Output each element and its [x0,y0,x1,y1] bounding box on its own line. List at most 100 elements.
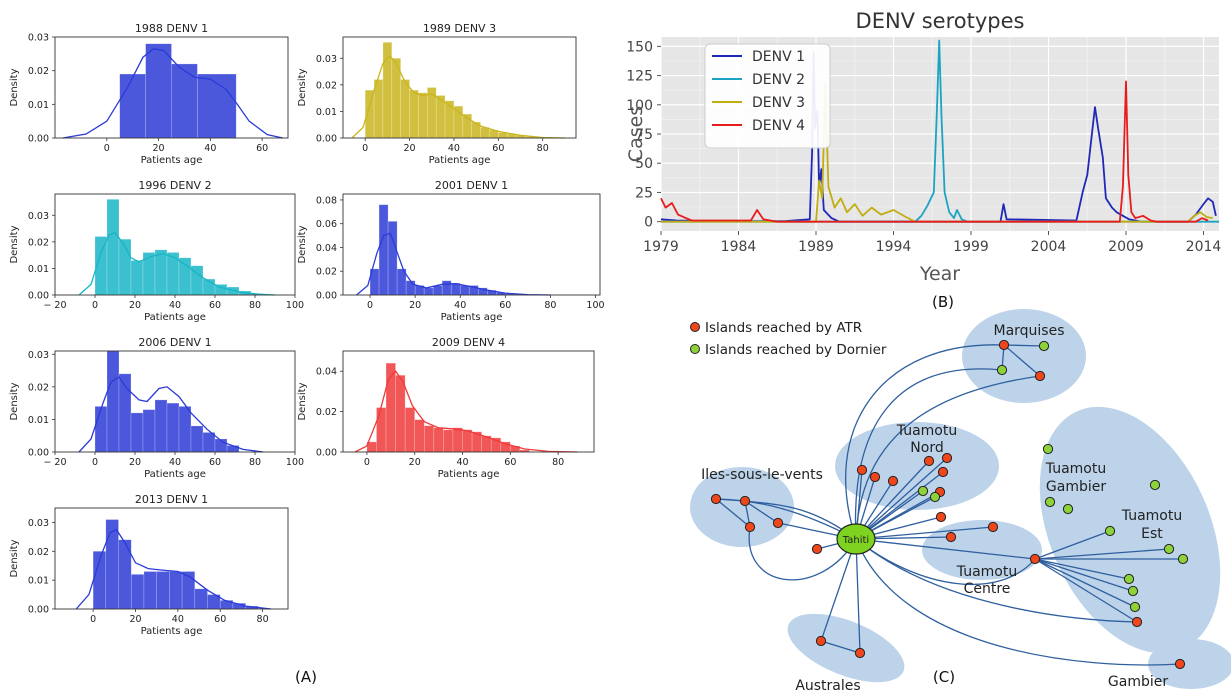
x-tick-label: 40 [169,457,181,468]
hist-bar [443,429,454,453]
atr-island-node [887,475,899,487]
atr-island-node [1131,616,1143,628]
hist-bar [378,204,389,296]
atr-island-node [923,455,935,467]
dornier-island-node [1062,503,1074,515]
hist-bar [154,399,168,453]
kde-line [78,231,276,296]
x-tick-label: 20 [129,300,141,311]
x-tick-label: 80 [249,457,261,468]
flight-route [1034,558,1136,608]
y-axis-label: Density [9,382,20,420]
x-tick-label: − 20 [43,300,66,311]
atr-island-node [744,521,756,533]
atr-island-node [1029,553,1041,565]
x-tick-label: 100 [286,300,304,311]
kde-line [354,370,578,453]
kde-line [351,54,565,139]
y-tick-label: 0.02 [28,547,49,558]
y-tick-label: 0.08 [316,195,337,206]
dornier-island-node [1129,601,1141,613]
dornier-island-node [1042,443,1054,455]
region-area [1148,639,1231,689]
hist-panel: − 20 0 20 40 60 80 100 0.00 0.01 0.02 0.03 1996 DEN… [9,179,304,323]
y-tick-label: 0.04 [316,243,337,254]
flight-route [715,498,751,528]
axes-frame [54,36,289,139]
x-tick-label: 60 [504,457,516,468]
dornier-island-node [1177,553,1189,565]
hist-bar [178,257,192,296]
kde-line [356,232,551,296]
dornier-island-node [929,491,941,503]
hist-bar [409,89,419,139]
x-tick-label: 100 [286,457,304,468]
region-label: Tuamotu [956,564,1017,580]
panel-label-b: (B) [932,293,954,311]
x-axis-label: Patients age [438,469,500,480]
x-tick-label: 40 [456,457,468,468]
y-tick-label: 0 [644,215,653,231]
hist-panel: 0 20 40 60 80 100 0.00 0.02 0.04 0.06 0.08 2001 DEN… [297,179,605,323]
axes-frame [54,507,289,610]
atr-island-node [854,647,866,659]
hist-bar [130,412,144,453]
x-tick-label: 1989 [798,239,834,255]
flight-route [1034,558,1134,592]
hist-bar [106,350,120,453]
y-tick-label: 0.00 [28,448,49,459]
y-axis-label: Density [297,68,308,106]
hist-bar [197,73,237,139]
atr-island-node [937,466,949,478]
hist-bar [433,427,444,453]
x-tick-label: 80 [249,300,261,311]
atr-island-node [856,464,868,476]
legend-box [704,43,831,149]
hist-bar [145,43,172,139]
x-tick-label: 0 [92,457,98,468]
x-tick-label: 20 [404,143,416,154]
flight-route [854,368,1003,540]
hist-bar [498,132,508,139]
dornier-island-node [996,364,1008,376]
hist-bar [452,427,463,453]
legend: DENV 1 DENV 2 DENV 3 DENV 4 [704,43,831,149]
y-tick-label: 0.01 [28,100,49,111]
y-tick-label: 0.02 [316,80,337,91]
y-axis-label: Cases [625,106,647,162]
hist-bar [404,407,416,453]
x-tick-label: 60 [256,143,268,154]
tahiti-hub [836,523,876,555]
flight-route [845,344,1005,540]
flight-route [855,460,930,540]
x-tick-label: 1999 [953,239,989,255]
legend-entry: DENV 2 [752,72,805,88]
atr-island-node [710,493,722,505]
y-axis-label: Density [9,539,20,577]
atr-island-node [811,543,823,555]
x-tick-label: 80 [552,457,564,468]
y-axis-label: Density [9,225,20,263]
x-axis-label: Patients age [144,312,206,323]
y-tick-label: 0.02 [316,267,337,278]
kde-line [78,376,264,453]
y-tick-label: 125 [626,69,653,85]
legend-dornier-label: Islands reached by Dornier [705,342,887,358]
dornier-island-node [1038,340,1050,352]
dornier-island-node [1123,573,1135,585]
x-tick-label: 2014 [1186,239,1222,255]
x-axis-label: Year [919,263,960,285]
x-tick-label: 60 [209,300,221,311]
hist-title: 1989 DENV 3 [423,22,496,35]
hist-title: 2001 DENV 1 [435,179,508,192]
hist-bar [105,519,119,610]
atr-island-node [1034,370,1046,382]
region-label: Centre [964,581,1011,597]
time-series-panel: 1979 1984 1989 1994 1999 2004 2009 2014 0 25 50 75 1… [625,9,1221,285]
hist-bar [169,571,183,610]
hist-bar [94,406,108,453]
region-label: Gambier [1046,479,1106,495]
flight-route [1034,558,1130,580]
flight-route [748,526,857,581]
hist-bar [181,571,196,610]
